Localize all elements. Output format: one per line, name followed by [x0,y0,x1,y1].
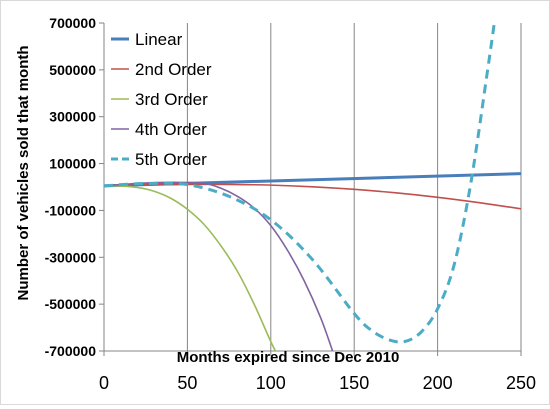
x-axis-title: Months expired since Dec 2010 [177,349,400,366]
legend-label-1: 2nd Order [135,60,212,79]
series-line-5th-order [104,23,496,344]
legend-layer: Linear 2nd Order 3rd Order 4th Order 5th Ord… [111,30,212,169]
x-tick-label-4: 200 [423,373,453,393]
legend-label-4: 5th Order [135,150,207,169]
legend-label-0: Linear [135,30,183,49]
series-line-4th-order [104,181,334,351]
y-tick-label-6: -500000 [45,296,97,312]
series-clip-group [104,23,521,351]
axis-layer [99,22,522,356]
x-tick-label-5: 250 [506,373,536,393]
y-tick-label-1: 500000 [49,62,96,78]
x-tick-label-3: 150 [339,373,369,393]
y-tick-label-4: -100000 [45,202,97,218]
y-axis-title: Number of vehicles sold that month [15,45,32,300]
y-tick-label-2: 300000 [49,109,96,125]
series-line-3rd-order [104,185,277,351]
legend-label-3: 4th Order [135,120,207,139]
x-tick-label-0: 0 [99,373,109,393]
y-tick-label-0: 700000 [49,15,96,31]
y-tick-label-7: -700000 [45,343,97,359]
series-line-2nd-order [104,183,521,210]
x-tick-label-1: 50 [177,373,197,393]
y-tick-label-3: 100000 [49,156,96,172]
y-tick-label-5: -300000 [45,249,97,265]
legend-label-2: 3rd Order [135,90,208,109]
series-layer [104,23,521,351]
x-tick-label-2: 100 [256,373,286,393]
grid-layer [186,23,522,351]
tick-layer: 700000 500000 300000 100000 -100000 -300000 -5… [45,15,536,393]
